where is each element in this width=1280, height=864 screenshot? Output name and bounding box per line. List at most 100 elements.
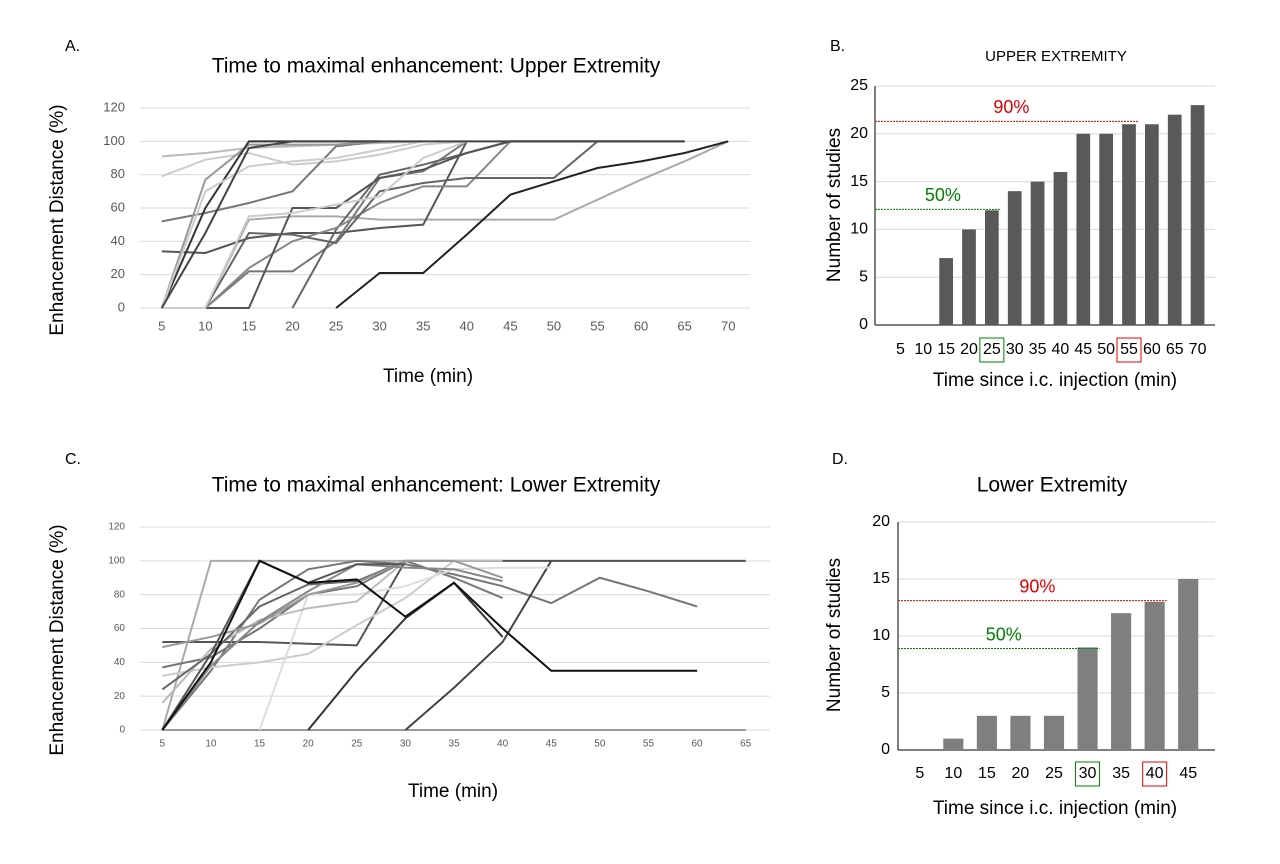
- category-highlight: [1075, 761, 1101, 787]
- x-axis-label: Time (min): [408, 781, 498, 802]
- series-line: [161, 140, 729, 309]
- bar: [1122, 124, 1136, 326]
- panel-label: A.: [65, 38, 80, 55]
- x-tick-label: 25: [983, 341, 1001, 358]
- panel-label: D.: [832, 451, 848, 468]
- reference-label: 50%: [925, 185, 961, 205]
- y-axis-label: Enhancement Distance (%): [47, 104, 68, 335]
- category-highlight: [1116, 337, 1142, 363]
- x-tick-label: 55: [590, 318, 604, 333]
- x-tick-label: 15: [242, 318, 256, 333]
- x-tick-label: 45: [1179, 765, 1197, 782]
- x-tick-label: 40: [460, 318, 474, 333]
- bar: [1099, 133, 1113, 325]
- y-tick-label: 80: [111, 166, 125, 181]
- x-tick-label: 45: [503, 318, 517, 333]
- x-tick-label: 35: [416, 318, 430, 333]
- x-tick-label: 20: [1012, 765, 1030, 782]
- chart-title: Lower Extremity: [977, 474, 1128, 497]
- x-tick-label: 15: [254, 739, 266, 750]
- x-tick-label: 15: [937, 341, 955, 358]
- y-tick-label: 0: [881, 741, 890, 758]
- series-line: [161, 559, 406, 731]
- x-axis-label: Time since i.c. injection (min): [933, 370, 1177, 391]
- bar: [943, 738, 964, 750]
- x-tick-label: 25: [351, 739, 363, 750]
- bar: [1030, 181, 1045, 325]
- y-axis-label: Number of studies: [824, 558, 845, 712]
- series-line: [335, 140, 729, 309]
- y-tick-label: 5: [859, 268, 868, 285]
- bar: [1076, 133, 1091, 325]
- x-tick-label: 20: [303, 739, 315, 750]
- x-tick-label: 10: [944, 765, 962, 782]
- x-tick-label: 5: [158, 318, 165, 333]
- series-line: [161, 559, 746, 731]
- y-tick-label: 40: [111, 233, 125, 248]
- chart-title: Time to maximal enhancement: Lower Extre…: [212, 474, 661, 497]
- x-tick-label: 50: [547, 318, 561, 333]
- x-tick-label: 50: [594, 739, 606, 750]
- series-line: [161, 140, 380, 223]
- x-tick-label: 30: [1006, 341, 1024, 358]
- x-tick-label: 60: [634, 318, 648, 333]
- y-tick-label: 20: [111, 266, 125, 281]
- bar: [976, 715, 997, 750]
- x-tick-label: 45: [1074, 341, 1092, 358]
- series-line: [404, 560, 553, 731]
- x-tick-label: 5: [160, 739, 166, 750]
- reference-label: 50%: [986, 624, 1022, 644]
- series-line: [291, 140, 598, 309]
- x-tick-label: 25: [329, 318, 343, 333]
- x-tick-label: 15: [978, 765, 996, 782]
- reference-label: 90%: [1019, 576, 1055, 596]
- category-highlight: [979, 337, 1005, 363]
- x-tick-label: 70: [721, 318, 735, 333]
- x-tick-label: 40: [497, 739, 509, 750]
- y-tick-label: 0: [118, 299, 125, 314]
- x-tick-label: 55: [1120, 341, 1138, 358]
- x-tick-label: 10: [205, 739, 217, 750]
- series-line: [161, 559, 698, 731]
- reference-label: 90%: [993, 97, 1029, 117]
- x-tick-label: 35: [1029, 341, 1047, 358]
- x-tick-label: 5: [915, 765, 924, 782]
- x-tick-label: 55: [643, 739, 655, 750]
- x-tick-label: 65: [1166, 341, 1184, 358]
- bar: [1053, 172, 1068, 325]
- series-line: [161, 140, 424, 158]
- bar: [1043, 715, 1065, 750]
- x-axis-label: Time since i.c. injection (min): [933, 798, 1177, 819]
- panel-label: B.: [830, 38, 845, 55]
- series-line: [161, 140, 468, 255]
- y-tick-label: 100: [108, 555, 125, 566]
- y-tick-label: 0: [859, 316, 868, 333]
- bar: [1111, 613, 1132, 750]
- series-line: [161, 140, 468, 309]
- y-tick-label: 80: [114, 589, 126, 600]
- x-tick-label: 50: [1097, 341, 1115, 358]
- chart-title: Time to maximal enhancement: Upper Extre…: [212, 55, 661, 78]
- x-tick-label: 35: [1112, 765, 1130, 782]
- series-line: [161, 140, 467, 178]
- y-tick-label: 10: [872, 627, 890, 644]
- y-tick-label: 20: [850, 125, 868, 142]
- y-tick-label: 25: [850, 77, 868, 94]
- y-tick-label: 5: [881, 684, 890, 701]
- y-tick-label: 20: [114, 691, 126, 702]
- x-tick-label: 35: [448, 739, 460, 750]
- chart-title: UPPER EXTREMITY: [985, 48, 1127, 65]
- series-line: [161, 563, 503, 731]
- bar: [1167, 114, 1182, 326]
- x-tick-label: 40: [1146, 765, 1164, 782]
- x-tick-label: 30: [1079, 765, 1097, 782]
- bar: [1178, 579, 1199, 750]
- y-axis-label: Enhancement Distance (%): [47, 524, 68, 755]
- x-tick-label: 5: [896, 341, 905, 358]
- x-tick-label: 65: [677, 318, 691, 333]
- series-line: [160, 140, 685, 309]
- x-tick-label: 60: [692, 739, 704, 750]
- y-tick-label: 0: [119, 725, 125, 736]
- bar: [1144, 601, 1165, 750]
